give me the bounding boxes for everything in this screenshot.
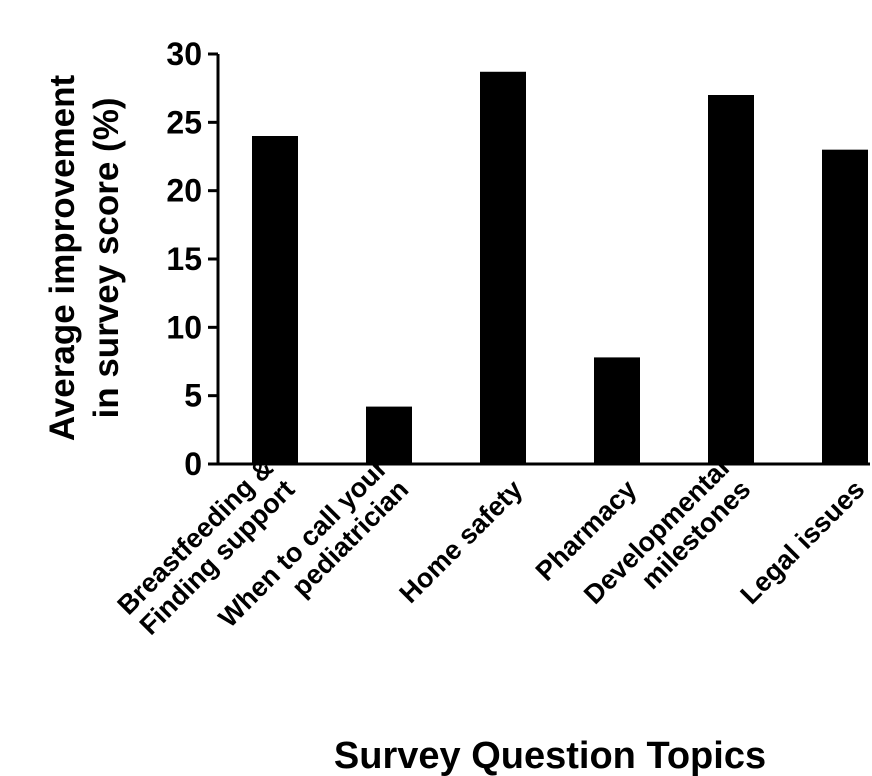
y-axis-title-line: in survey score (%) — [87, 98, 126, 419]
y-tick-label: 5 — [184, 378, 202, 414]
y-axis-title: Average improvement in survey score (%) — [43, 74, 126, 441]
y-axis-title-text: Average improvement in survey score (%) — [43, 74, 126, 441]
x-tick-label-line: Home safety — [394, 474, 529, 609]
y-tick-label: 0 — [184, 446, 202, 482]
x-tick-label: Developmentalmilestones — [578, 453, 756, 631]
y-tick-label: 20 — [166, 173, 202, 209]
bar — [708, 95, 754, 464]
bar — [252, 136, 298, 464]
x-axis-title: Survey Question Topics — [334, 735, 766, 776]
bar — [366, 406, 412, 464]
bars — [252, 71, 868, 465]
y-tick-label: 30 — [166, 36, 202, 72]
bar — [594, 357, 640, 464]
bar — [822, 149, 868, 464]
bar — [480, 71, 526, 465]
y-tick-label: 10 — [166, 309, 202, 345]
y-tick-label: 25 — [166, 104, 202, 140]
y-axis: 0 5 10 15 20 25 30 — [166, 36, 220, 482]
y-axis-title-line: Average improvement — [43, 74, 82, 441]
x-tick-label: Home safety — [394, 474, 529, 609]
y-tick-label: 15 — [166, 241, 202, 277]
x-tick-label: Breastfeeding &Finding support — [111, 453, 300, 642]
